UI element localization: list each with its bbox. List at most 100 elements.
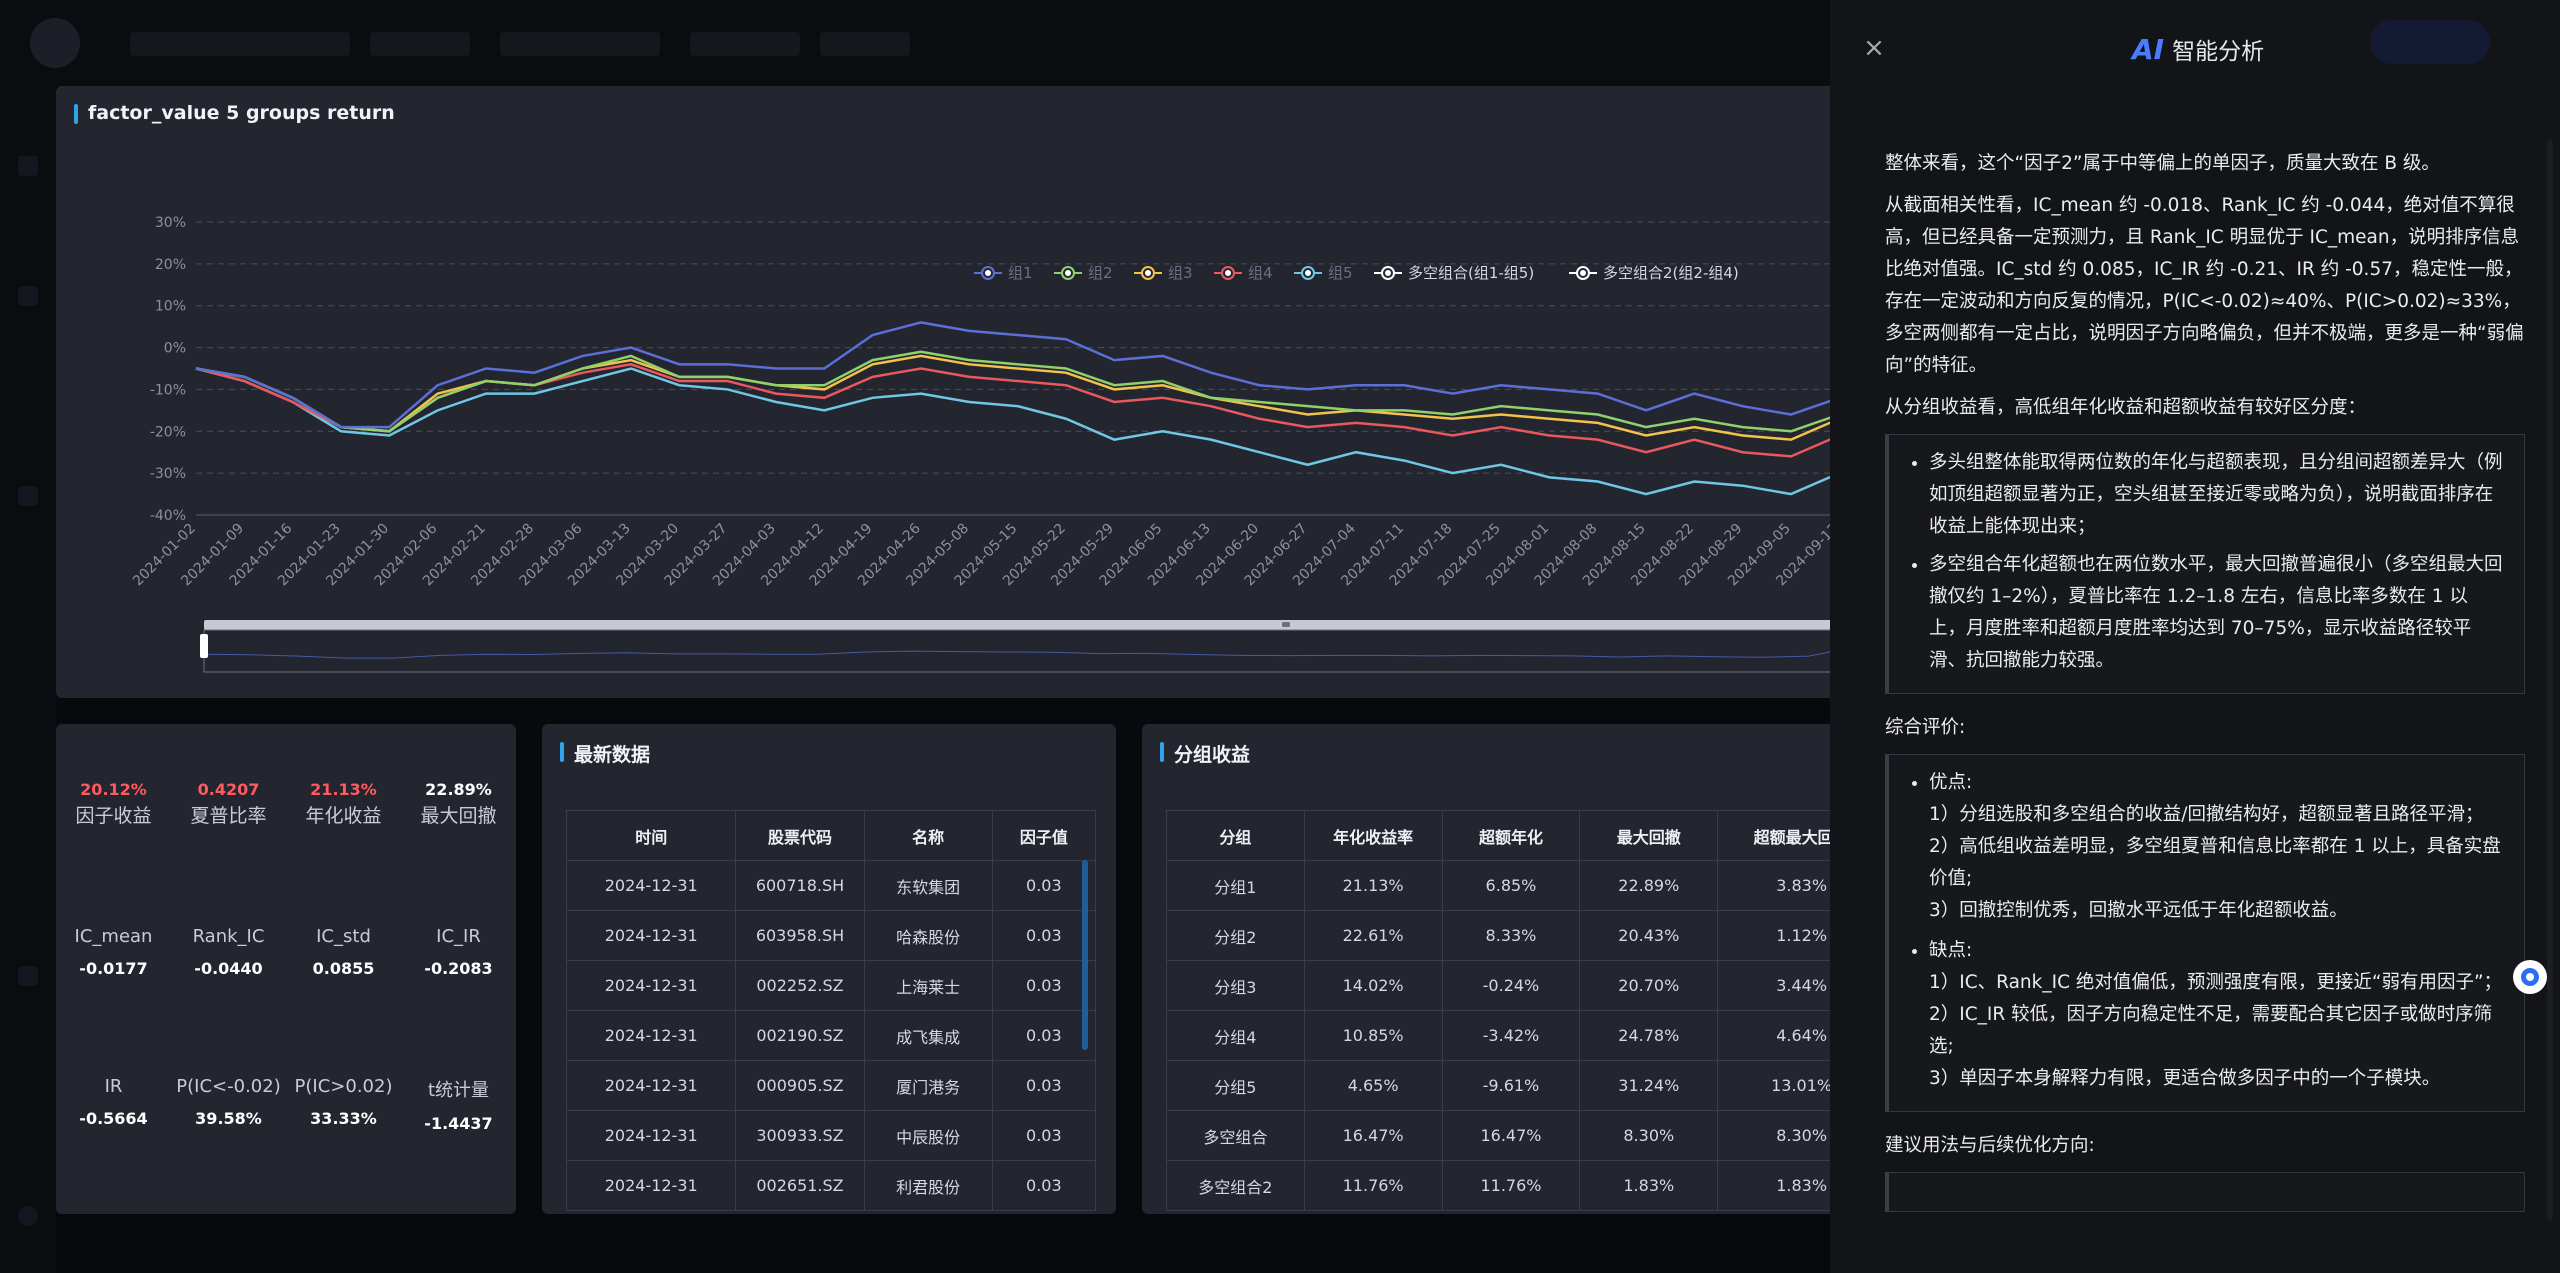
column-header[interactable]: 名称 bbox=[863, 810, 993, 861]
table-cell: 13.01% bbox=[1717, 1060, 1842, 1111]
table-row[interactable]: 分组2 22.61% 8.33% 20.43% 1.12% bbox=[1166, 910, 1842, 961]
table-row[interactable]: 多空组合 16.47% 16.47% 8.30% 8.30% bbox=[1166, 1110, 1842, 1161]
group-return-panel: 分组收益 分组 年化收益率 超额年化 最大回撤 超额最大回撤 分组1 21.13%… bbox=[1142, 724, 1842, 1214]
metric-value: -0.5664 bbox=[79, 1109, 148, 1128]
rail-icon-1[interactable] bbox=[18, 156, 38, 176]
table-header-row: 分组 年化收益率 超额年化 最大回撤 超额最大回撤 bbox=[1166, 810, 1842, 861]
ai-logo: AI bbox=[2132, 33, 2165, 66]
table-row[interactable]: 2024-12-31 002252.SZ 上海莱士 0.03 bbox=[565, 960, 1097, 1011]
assistant-float-button[interactable] bbox=[2513, 960, 2547, 994]
series-line-2 bbox=[195, 350, 1856, 433]
table-cell: 2024-12-31 bbox=[565, 1010, 737, 1061]
table-cell: 002190.SZ bbox=[735, 1010, 865, 1061]
table-cell: 002651.SZ bbox=[735, 1160, 865, 1211]
table-cell: 0.03 bbox=[991, 910, 1097, 961]
table-cell: 22.61% bbox=[1303, 910, 1443, 961]
nav-item-3[interactable] bbox=[500, 32, 660, 56]
metric-label: 年化收益 bbox=[305, 805, 382, 827]
column-header[interactable]: 因子值 bbox=[991, 810, 1097, 861]
drawer-scrollbar[interactable] bbox=[2547, 140, 2553, 1220]
top-right-button[interactable] bbox=[2370, 20, 2490, 64]
table-cell: -9.61% bbox=[1441, 1060, 1581, 1111]
table-cell: 0.03 bbox=[991, 860, 1097, 911]
table-cell: 300933.SZ bbox=[735, 1110, 865, 1161]
zoom-slider bbox=[203, 629, 1856, 673]
metric-ir: IR -0.5664 bbox=[56, 1076, 171, 1128]
table-cell: 0.03 bbox=[991, 1060, 1097, 1111]
metric-value: 0.4207 bbox=[197, 780, 260, 799]
latest-table-scrollbar[interactable] bbox=[1082, 860, 1088, 1050]
metric-value: -1.4437 bbox=[424, 1114, 493, 1133]
table-cell: 8.33% bbox=[1441, 910, 1581, 961]
analysis-quote-block: 多头组整体能取得两位数的年化与超额表现，且分组间超额差异大（例如顶组超额显著为正… bbox=[1885, 434, 2525, 694]
table-cell: 利君股份 bbox=[863, 1160, 993, 1211]
table-row[interactable]: 分组5 4.65% -9.61% 31.24% 13.01% bbox=[1166, 1060, 1842, 1111]
metric-label: 夏普比率 bbox=[190, 805, 267, 827]
table-row[interactable]: 分组1 21.13% 6.85% 22.89% 3.83% bbox=[1166, 860, 1842, 911]
y-tick-label: -20% bbox=[150, 424, 186, 440]
analysis-paragraph: 从分组收益看，高低组年化收益和超额收益有较好区分度： bbox=[1885, 397, 2367, 418]
latest-data-title: 最新数据 bbox=[560, 740, 650, 767]
table-row[interactable]: 2024-12-31 603958.SH 哈森股份 0.03 bbox=[565, 910, 1097, 961]
column-header[interactable]: 股票代码 bbox=[735, 810, 865, 861]
zoom-left-handle bbox=[200, 634, 208, 658]
metric-value: 33.33% bbox=[310, 1109, 377, 1128]
column-header[interactable]: 超额年化 bbox=[1441, 810, 1581, 861]
table-row[interactable]: 2024-12-31 002651.SZ 利君股份 0.03 bbox=[565, 1160, 1097, 1211]
table-row[interactable]: 2024-12-31 300933.SZ 中辰股份 0.03 bbox=[565, 1110, 1097, 1161]
column-header[interactable]: 超额最大回撤 bbox=[1717, 810, 1842, 861]
pros-title: 优点: bbox=[1929, 772, 1973, 793]
legend-label: 组4 bbox=[1248, 264, 1273, 282]
table-cell: 002252.SZ bbox=[735, 960, 865, 1011]
drawer-title: AI 智能分析 bbox=[2132, 32, 2264, 66]
table-cell: 2024-12-31 bbox=[565, 1060, 737, 1111]
nav-item-4[interactable] bbox=[690, 32, 800, 56]
column-header[interactable]: 年化收益率 bbox=[1303, 810, 1443, 861]
table-cell: 哈森股份 bbox=[863, 910, 993, 961]
rail-icon-2[interactable] bbox=[18, 286, 38, 306]
pros-item: 1）分组选股和多空组合的收益/回撤结构好，超额显著且路径平滑； bbox=[1929, 804, 2484, 825]
legend-dot bbox=[1225, 270, 1231, 276]
rail-icon-3[interactable] bbox=[18, 486, 38, 506]
table-row[interactable]: 分组4 10.85% -3.42% 24.78% 4.64% bbox=[1166, 1010, 1842, 1061]
table-cell: 0.03 bbox=[991, 960, 1097, 1011]
nav-item-5[interactable] bbox=[820, 32, 910, 56]
table-row[interactable]: 2024-12-31 600718.SH 东软集团 0.03 bbox=[565, 860, 1097, 911]
table-row[interactable]: 2024-12-31 000905.SZ 厦门港务 0.03 bbox=[565, 1060, 1097, 1111]
table-cell: 0.03 bbox=[991, 1160, 1097, 1211]
y-tick-label: -30% bbox=[150, 466, 186, 482]
table-row[interactable]: 分组3 14.02% -0.24% 20.70% 3.44% bbox=[1166, 960, 1842, 1011]
user-avatar[interactable] bbox=[18, 1206, 38, 1226]
app-logo[interactable] bbox=[30, 18, 80, 68]
metric-value: 20.12% bbox=[80, 780, 147, 799]
analysis-paragraph: 建议用法与后续优化方向: bbox=[1885, 1135, 2095, 1156]
legend-dot bbox=[985, 270, 991, 276]
table-cell: 多空组合 bbox=[1166, 1110, 1305, 1161]
table-cell: 0.03 bbox=[991, 1010, 1097, 1061]
legend-dot bbox=[1145, 270, 1151, 276]
column-header[interactable]: 最大回撤 bbox=[1579, 810, 1719, 861]
analysis-bullet: 多空组合年化超额也在两位数水平，最大回撤普遍很小（多空组最大回撤仅约 1–2%）… bbox=[1929, 549, 2504, 677]
legend-dot bbox=[1580, 270, 1586, 276]
analysis-quote-block: 优点: 1）分组选股和多空组合的收益/回撤结构好，超额显著且路径平滑； 2）高低… bbox=[1885, 754, 2525, 1112]
column-header[interactable]: 时间 bbox=[565, 810, 737, 861]
column-header[interactable]: 分组 bbox=[1166, 810, 1305, 861]
zoom-preview-line bbox=[203, 646, 1856, 659]
y-tick-label: 10% bbox=[155, 299, 186, 315]
table-cell: 600718.SH bbox=[735, 860, 865, 911]
table-cell: 24.78% bbox=[1579, 1010, 1719, 1061]
table-row[interactable]: 2024-12-31 002190.SZ 成飞集成 0.03 bbox=[565, 1010, 1097, 1061]
table-cell: 分组5 bbox=[1166, 1060, 1305, 1111]
y-tick-label: 0% bbox=[164, 341, 186, 357]
table-cell: 22.89% bbox=[1579, 860, 1719, 911]
table-cell: 分组4 bbox=[1166, 1010, 1305, 1061]
table-cell: 多空组合2 bbox=[1166, 1160, 1305, 1211]
table-row[interactable]: 多空组合2 11.76% 11.76% 1.83% 1.83% bbox=[1166, 1160, 1842, 1211]
table-cell: 603958.SH bbox=[735, 910, 865, 961]
nav-item-1[interactable] bbox=[130, 32, 350, 56]
rail-icon-4[interactable] bbox=[18, 966, 38, 986]
close-icon[interactable]: × bbox=[1863, 33, 1885, 63]
nav-item-2[interactable] bbox=[370, 32, 470, 56]
metric-value: 21.13% bbox=[310, 780, 377, 799]
app-topbar bbox=[0, 0, 1830, 86]
